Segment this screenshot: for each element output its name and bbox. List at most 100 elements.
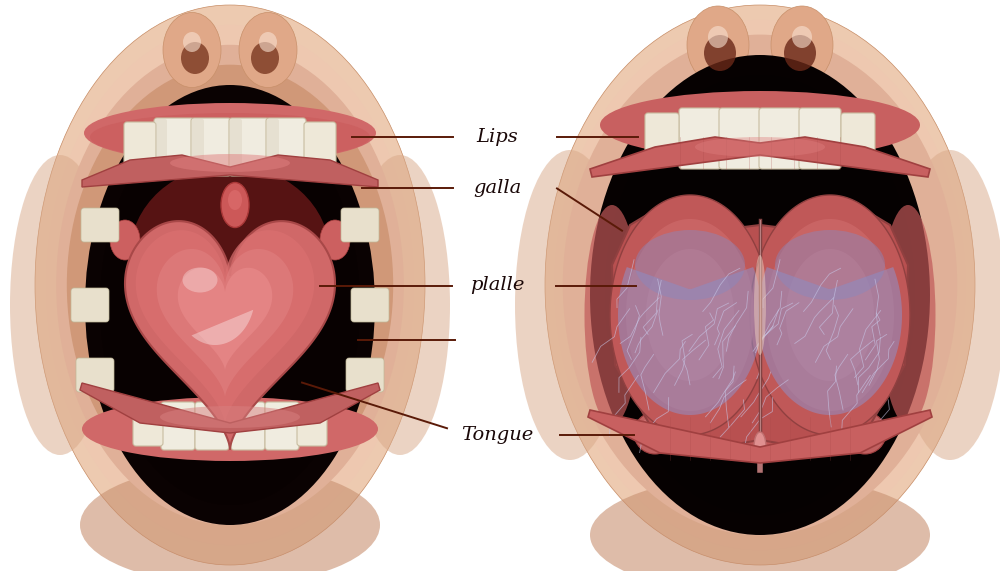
Ellipse shape <box>590 55 930 535</box>
Ellipse shape <box>10 155 110 455</box>
FancyBboxPatch shape <box>304 122 336 172</box>
Ellipse shape <box>160 406 300 428</box>
FancyBboxPatch shape <box>719 108 761 169</box>
FancyBboxPatch shape <box>265 402 299 450</box>
Ellipse shape <box>320 220 350 260</box>
FancyBboxPatch shape <box>351 288 389 322</box>
Text: plalle: plalle <box>470 276 524 295</box>
Ellipse shape <box>80 465 380 571</box>
Ellipse shape <box>634 412 676 454</box>
FancyBboxPatch shape <box>266 118 306 176</box>
Ellipse shape <box>259 32 277 52</box>
Polygon shape <box>646 249 734 381</box>
Ellipse shape <box>851 417 873 439</box>
Ellipse shape <box>35 5 425 565</box>
FancyBboxPatch shape <box>154 118 194 176</box>
Ellipse shape <box>895 150 1000 460</box>
FancyBboxPatch shape <box>195 402 229 450</box>
Ellipse shape <box>545 5 975 565</box>
Polygon shape <box>618 267 762 415</box>
Ellipse shape <box>221 183 249 227</box>
Polygon shape <box>80 383 380 433</box>
Polygon shape <box>626 219 754 411</box>
Ellipse shape <box>771 6 833 84</box>
Polygon shape <box>610 195 770 435</box>
FancyBboxPatch shape <box>133 404 163 446</box>
Ellipse shape <box>228 190 242 210</box>
FancyBboxPatch shape <box>229 118 269 176</box>
FancyBboxPatch shape <box>71 288 109 322</box>
Ellipse shape <box>170 154 290 172</box>
Ellipse shape <box>56 45 404 525</box>
Text: galla: galla <box>473 179 521 198</box>
FancyBboxPatch shape <box>161 402 195 450</box>
Ellipse shape <box>708 26 728 48</box>
Ellipse shape <box>600 91 920 159</box>
Ellipse shape <box>754 255 766 355</box>
Ellipse shape <box>590 475 930 571</box>
Text: Tongue: Tongue <box>461 426 533 444</box>
Ellipse shape <box>181 42 209 74</box>
Ellipse shape <box>635 230 745 300</box>
Polygon shape <box>157 249 293 397</box>
Ellipse shape <box>67 65 393 505</box>
Ellipse shape <box>163 13 221 87</box>
Ellipse shape <box>100 105 360 505</box>
FancyBboxPatch shape <box>124 122 156 172</box>
Polygon shape <box>766 219 894 411</box>
Ellipse shape <box>605 75 915 515</box>
Ellipse shape <box>239 13 297 87</box>
Ellipse shape <box>844 412 886 454</box>
FancyBboxPatch shape <box>81 208 119 242</box>
Ellipse shape <box>515 150 625 460</box>
FancyBboxPatch shape <box>679 108 721 169</box>
FancyBboxPatch shape <box>155 119 167 175</box>
Ellipse shape <box>584 205 640 425</box>
Polygon shape <box>191 310 253 345</box>
Polygon shape <box>786 249 874 381</box>
FancyBboxPatch shape <box>841 113 875 165</box>
FancyBboxPatch shape <box>341 208 379 242</box>
Ellipse shape <box>695 137 825 157</box>
Ellipse shape <box>620 410 900 450</box>
Ellipse shape <box>687 6 749 84</box>
Ellipse shape <box>784 35 816 71</box>
Ellipse shape <box>545 5 975 565</box>
Polygon shape <box>136 230 314 424</box>
Ellipse shape <box>84 103 376 163</box>
Ellipse shape <box>90 113 370 161</box>
FancyBboxPatch shape <box>297 404 327 446</box>
Ellipse shape <box>183 32 201 52</box>
Ellipse shape <box>35 5 425 565</box>
Ellipse shape <box>554 20 966 550</box>
Ellipse shape <box>130 165 330 345</box>
Polygon shape <box>590 137 930 177</box>
Ellipse shape <box>881 205 936 425</box>
Ellipse shape <box>641 417 663 439</box>
FancyBboxPatch shape <box>231 402 265 450</box>
FancyBboxPatch shape <box>799 108 841 169</box>
Ellipse shape <box>46 25 414 545</box>
Ellipse shape <box>110 220 140 260</box>
FancyBboxPatch shape <box>645 113 679 165</box>
Polygon shape <box>758 267 902 415</box>
FancyBboxPatch shape <box>76 358 114 392</box>
Ellipse shape <box>82 397 378 461</box>
Ellipse shape <box>350 155 450 455</box>
Ellipse shape <box>754 432 766 462</box>
Polygon shape <box>750 195 910 435</box>
Ellipse shape <box>704 35 736 71</box>
Polygon shape <box>82 155 378 187</box>
FancyBboxPatch shape <box>346 358 384 392</box>
FancyBboxPatch shape <box>267 119 279 175</box>
Polygon shape <box>612 207 908 445</box>
Text: Lips: Lips <box>476 128 518 146</box>
Ellipse shape <box>792 26 812 48</box>
FancyBboxPatch shape <box>191 118 231 176</box>
Ellipse shape <box>251 42 279 74</box>
Polygon shape <box>178 268 272 370</box>
Ellipse shape <box>563 35 957 536</box>
Ellipse shape <box>85 85 375 525</box>
FancyBboxPatch shape <box>759 108 801 169</box>
FancyBboxPatch shape <box>230 119 242 175</box>
